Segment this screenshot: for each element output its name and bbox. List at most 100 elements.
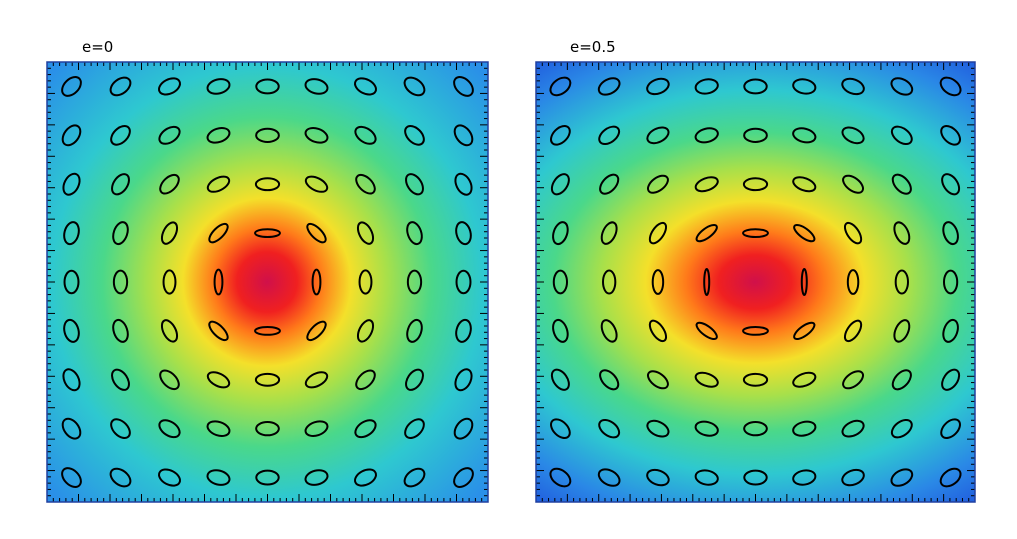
shear-ellipse: [549, 76, 572, 97]
shear-ellipse: [254, 177, 281, 192]
shear-ellipse: [355, 369, 376, 391]
shear-ellipse: [63, 269, 80, 295]
shear-ellipse: [743, 127, 768, 143]
shear-ellipse: [694, 469, 719, 486]
shear-ellipse: [453, 417, 474, 440]
shear-ellipse: [158, 125, 181, 145]
shear-ellipse: [599, 173, 620, 195]
shear-ellipse: [695, 223, 718, 243]
shear-ellipse: [206, 371, 231, 389]
shear-ellipse: [354, 77, 377, 96]
shear-ellipse: [63, 221, 80, 246]
shear-ellipse: [843, 221, 863, 245]
shear-ellipse: [694, 371, 719, 388]
panel-label: e=0: [82, 38, 113, 56]
panel-frame: [46, 61, 489, 503]
shear-ellipse: [405, 173, 424, 196]
shear-ellipse: [648, 221, 668, 245]
shear-ellipse: [110, 418, 131, 440]
shear-ellipse: [406, 269, 423, 295]
shear-ellipse: [792, 420, 817, 437]
shear-ellipse: [63, 318, 80, 343]
shear-ellipse: [792, 469, 817, 486]
shear-ellipse: [112, 221, 129, 246]
shear-ellipse: [403, 467, 426, 488]
shear-ellipse: [646, 126, 670, 145]
shear-ellipse: [62, 368, 81, 392]
shear-ellipse: [354, 125, 377, 145]
shear-ellipse: [255, 421, 280, 437]
shear-ellipse: [454, 172, 473, 196]
shear-ellipse: [651, 269, 665, 295]
shear-ellipse: [800, 268, 808, 296]
shear-ellipse: [550, 125, 571, 146]
shear-ellipse: [159, 173, 180, 195]
shear-ellipse: [206, 420, 231, 437]
shear-ellipse: [306, 320, 327, 342]
shear-ellipse: [304, 78, 329, 95]
shear-ellipse: [406, 221, 423, 246]
shear-ellipse: [304, 420, 329, 437]
shear-ellipse: [304, 371, 329, 389]
shear-ellipse: [254, 372, 281, 387]
shear-ellipse: [255, 469, 280, 486]
density-map: [536, 62, 975, 502]
shear-ellipse: [600, 319, 618, 343]
density-map: [47, 62, 488, 502]
shear-ellipse: [890, 468, 914, 487]
shear-ellipse: [890, 77, 914, 96]
shear-ellipse: [354, 419, 377, 439]
shear-ellipse: [453, 76, 474, 97]
shear-ellipse: [404, 418, 425, 440]
shear-ellipse: [304, 175, 329, 193]
shear-ellipse: [403, 76, 426, 97]
shear-ellipse: [358, 269, 373, 295]
shear-ellipse: [939, 76, 962, 97]
shear-ellipse: [61, 124, 82, 147]
shear-ellipse: [941, 368, 961, 391]
shear-ellipse: [550, 173, 570, 196]
shear-ellipse: [61, 467, 82, 488]
shear-ellipse: [890, 125, 913, 146]
shear-ellipse: [942, 318, 959, 343]
shear-ellipse: [792, 371, 817, 388]
shear-ellipse: [159, 369, 180, 391]
shear-ellipse: [213, 268, 224, 296]
shear-ellipse: [549, 467, 572, 488]
shear-ellipse: [846, 269, 860, 295]
shear-ellipse: [356, 221, 375, 245]
shear-ellipse: [255, 78, 280, 95]
shear-ellipse: [742, 228, 769, 239]
shear-ellipse: [694, 420, 719, 437]
shear-ellipse: [599, 369, 620, 391]
shear-ellipse: [405, 368, 424, 391]
shear-ellipse: [646, 468, 670, 487]
shear-ellipse: [111, 173, 130, 196]
panel-frame: [535, 61, 976, 503]
shear-ellipse: [111, 368, 130, 391]
shear-ellipse: [793, 223, 816, 243]
shear-ellipse: [61, 417, 82, 440]
shear-ellipse: [646, 419, 670, 438]
shear-ellipse: [552, 221, 569, 246]
shear-ellipse: [694, 78, 719, 95]
shear-ellipse: [742, 325, 769, 336]
shear-ellipse: [646, 370, 669, 390]
shear-ellipse: [694, 127, 719, 144]
shear-ellipse: [893, 319, 911, 343]
shear-ellipse: [743, 469, 768, 486]
shear-ellipse: [61, 76, 82, 97]
shear-ellipse: [158, 77, 181, 96]
shear-ellipse: [841, 126, 865, 145]
shear-ellipse: [843, 319, 863, 343]
shear-ellipse: [406, 318, 423, 343]
shear-ellipse: [942, 269, 959, 295]
shear-ellipse: [939, 467, 962, 488]
shear-ellipse: [893, 221, 911, 245]
shear-ellipse: [62, 172, 81, 196]
shear-ellipse: [646, 77, 670, 96]
shear-ellipse: [109, 467, 132, 488]
shear-ellipse: [254, 228, 281, 239]
shear-ellipse: [354, 468, 377, 487]
shear-ellipse: [206, 175, 231, 193]
